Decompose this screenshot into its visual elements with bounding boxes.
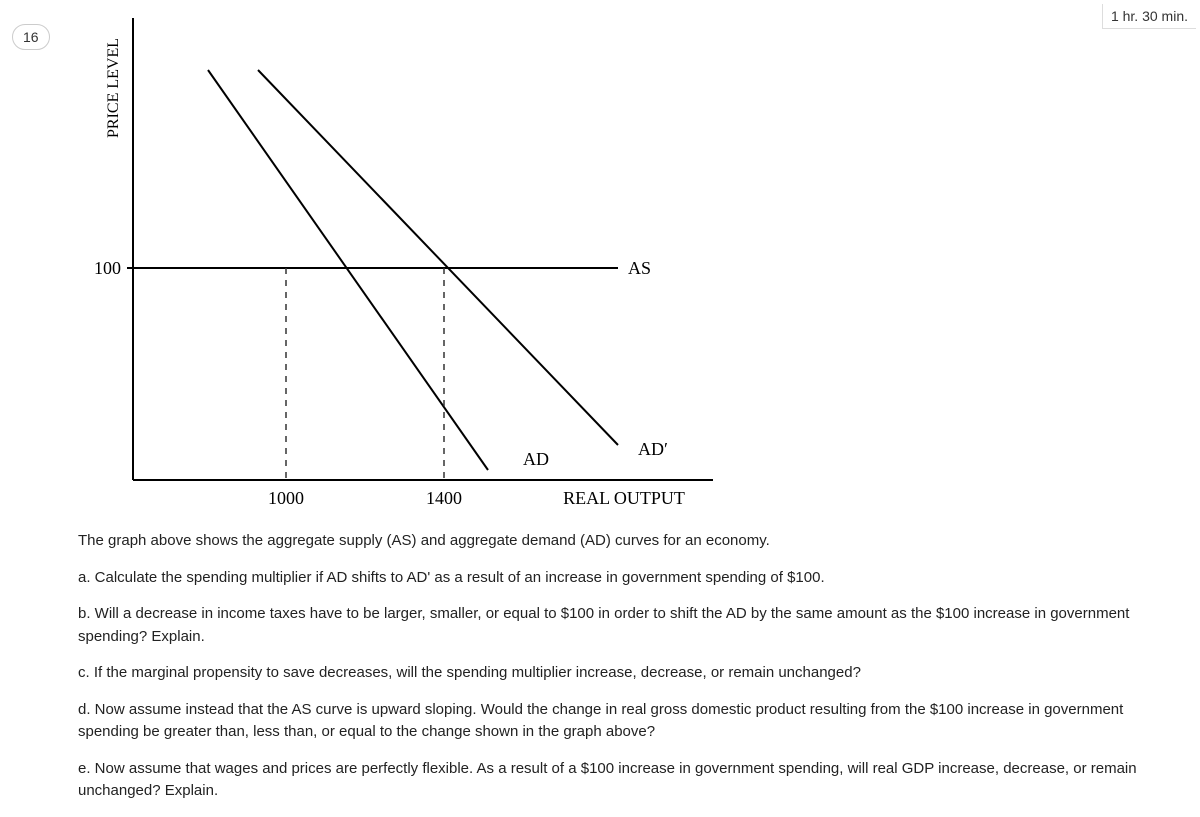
- question-d: d. Now assume instead that the AS curve …: [78, 699, 1168, 744]
- svg-text:AS: AS: [628, 258, 651, 278]
- question-a: a. Calculate the spending multiplier if …: [78, 567, 1168, 590]
- question-e: e. Now assume that wages and prices are …: [78, 758, 1168, 803]
- question-c: c. If the marginal propensity to save de…: [78, 662, 1168, 685]
- svg-text:AD′: AD′: [638, 439, 668, 459]
- question-content: 100 PRICE LEVEL AS AD AD′ 1000 1400 REAL OUTPUT…: [78, 10, 1180, 817]
- svg-text:REAL OUTPUT: REAL OUTPUT: [563, 488, 685, 508]
- svg-text:100: 100: [94, 258, 121, 278]
- question-text-block: The graph above shows the aggregate supp…: [78, 530, 1168, 803]
- question-b: b. Will a decrease in income taxes have …: [78, 603, 1168, 648]
- as-ad-chart: 100 PRICE LEVEL AS AD AD′ 1000 1400 REAL OUTPUT: [78, 10, 778, 520]
- question-number-badge: 16: [12, 24, 50, 50]
- svg-text:1000: 1000: [268, 488, 304, 508]
- svg-text:1400: 1400: [426, 488, 462, 508]
- svg-text:AD: AD: [523, 449, 549, 469]
- svg-text:PRICE LEVEL: PRICE LEVEL: [105, 38, 122, 138]
- intro-text: The graph above shows the aggregate supp…: [78, 530, 1168, 553]
